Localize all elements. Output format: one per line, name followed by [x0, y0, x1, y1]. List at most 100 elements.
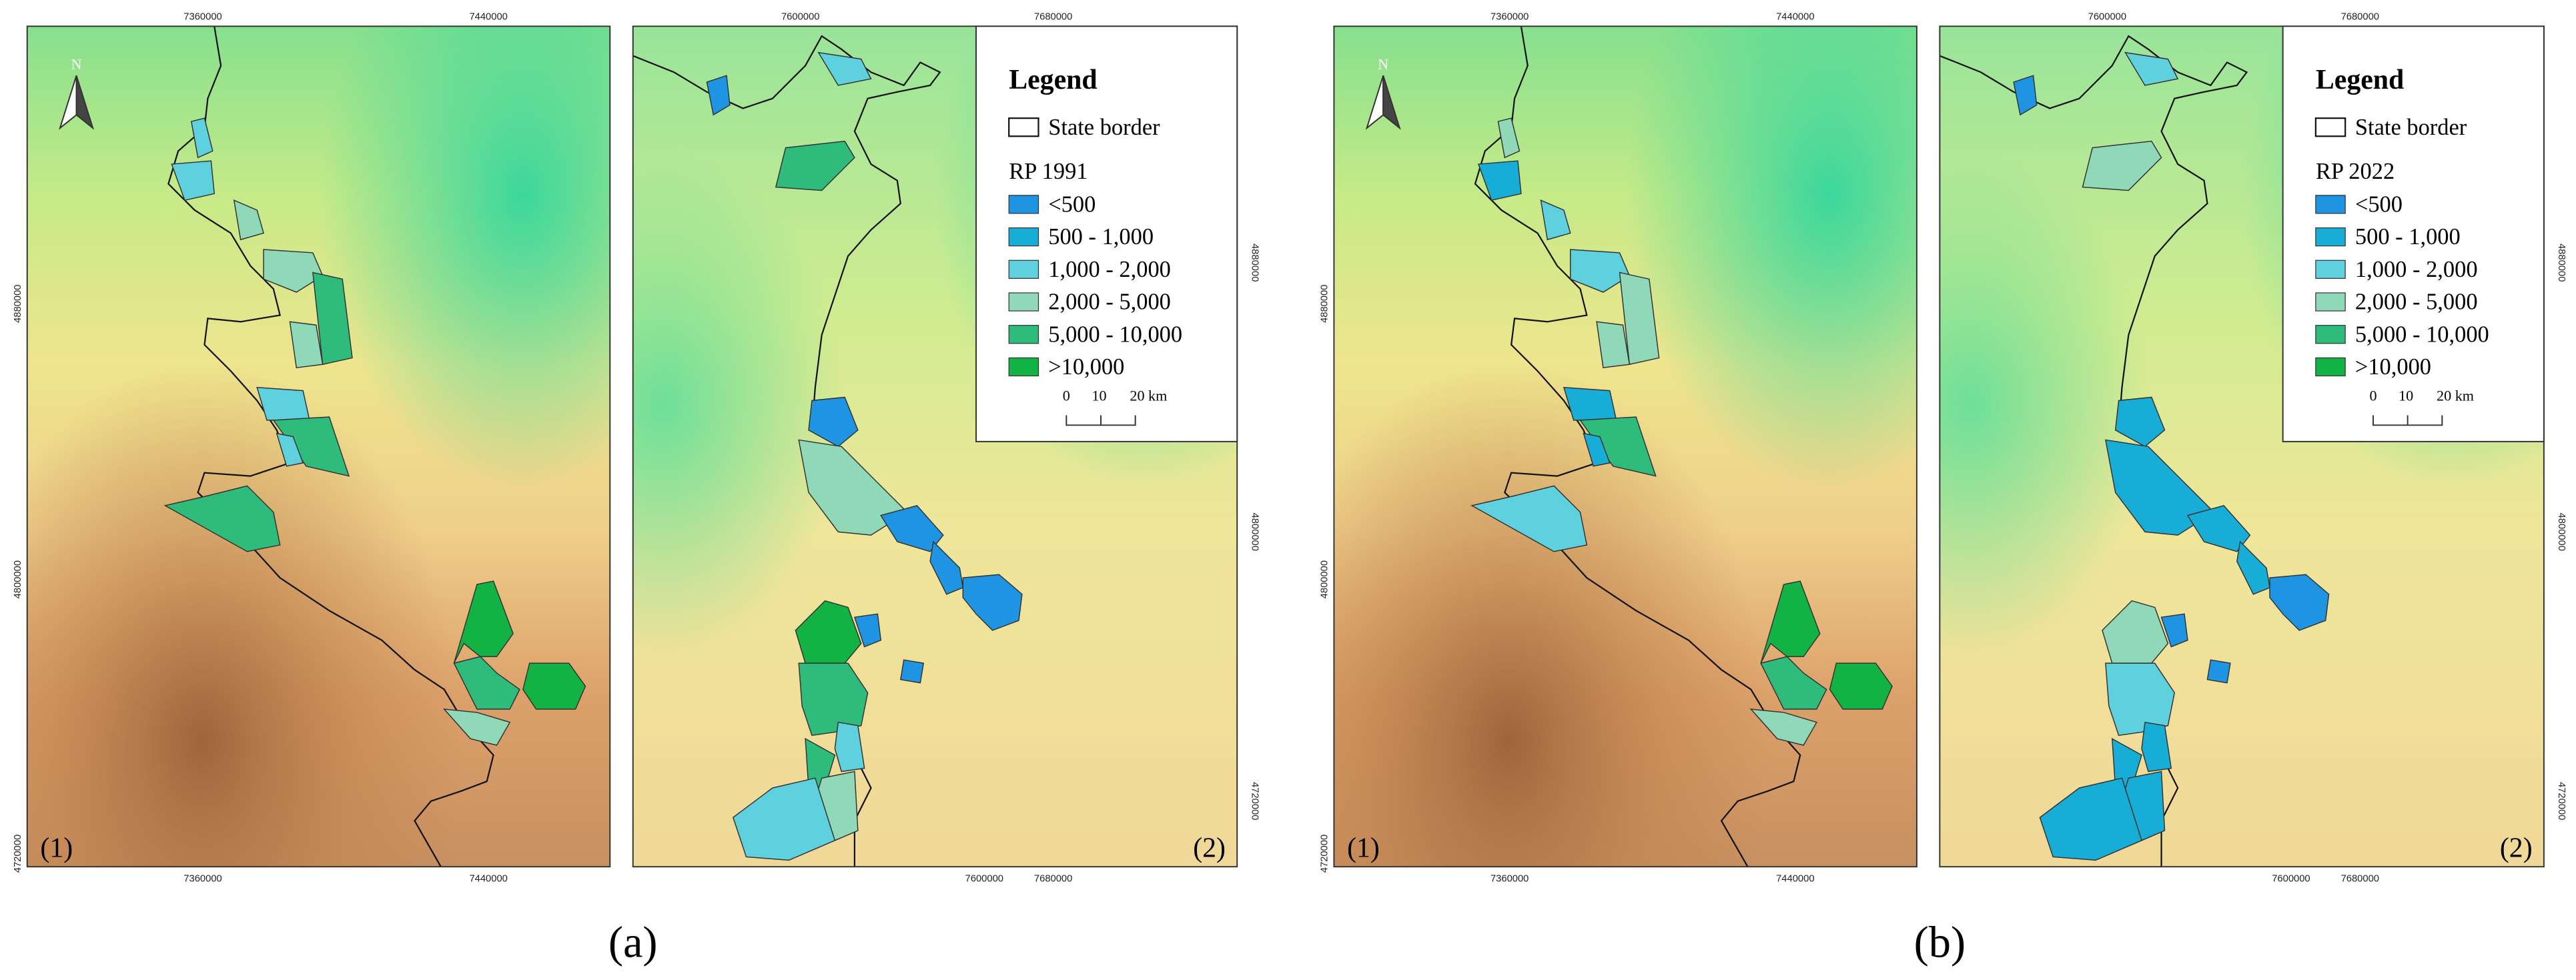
panel-frame [1333, 25, 1917, 868]
coord-label: 7440000 [469, 873, 507, 884]
legend-label: <500 [2355, 191, 2403, 217]
legend-label: 5,000 - 10,000 [1048, 322, 1182, 347]
district [2124, 51, 2179, 86]
legend-swatch [1008, 117, 1039, 137]
panel-2 [1940, 35, 2330, 867]
district [163, 485, 281, 552]
legend-swatch [2315, 195, 2346, 214]
legend-title: Legend [1009, 65, 1097, 95]
panel-label: (1) [1347, 833, 1380, 863]
legend-swatch [1008, 357, 1039, 377]
legend-swatch [1008, 260, 1039, 279]
coord-label: 4800000 [1249, 513, 1260, 551]
coord-label: 7440000 [469, 12, 507, 23]
panel-frame [632, 25, 1238, 868]
panel-label: (2) [1193, 833, 1226, 863]
legend-label: <500 [1048, 191, 1096, 217]
legend-label: >10,000 [1048, 354, 1124, 380]
legend-label: >10,000 [2355, 354, 2431, 380]
coord-label: 4720000 [2556, 782, 2567, 820]
figure-label: (a) [608, 919, 658, 967]
legend-subtitle: RP 1991 [1009, 159, 1088, 184]
panel-2 [632, 35, 1023, 867]
coord-label: 7360000 [1490, 873, 1529, 884]
legend-label: 2,000 - 5,000 [2355, 290, 2478, 315]
legend-label: State border [2355, 115, 2467, 140]
scale-label: 20 km [1130, 387, 1167, 404]
coord-label: 7600000 [965, 873, 1003, 884]
district [263, 249, 324, 293]
district [1596, 321, 1631, 369]
legend-label: 1,000 - 2,000 [1048, 257, 1171, 282]
scale-label: 20 km [2437, 387, 2474, 404]
district [453, 656, 520, 710]
district [2013, 75, 2038, 116]
district [1583, 432, 1611, 467]
state-border [632, 35, 941, 867]
district [899, 659, 925, 684]
district [1829, 662, 1893, 710]
district [929, 540, 964, 595]
coord-label: 4800000 [2556, 513, 2567, 551]
district [190, 117, 213, 159]
panel-1 [1470, 26, 1893, 867]
district [1540, 199, 1571, 241]
legend-swatch [1008, 195, 1039, 214]
north-label: N [1378, 55, 1388, 72]
panel-1 [163, 26, 586, 867]
coord-label: 7600000 [2088, 12, 2126, 23]
scale-label: 0 [1063, 387, 1070, 404]
panel-frame [1939, 25, 2545, 868]
district [853, 613, 882, 648]
district [1470, 485, 1588, 552]
coord-label: 7360000 [183, 12, 222, 23]
north-arrow [1382, 75, 1401, 130]
district [962, 574, 1023, 631]
scale-label: 10 [1092, 387, 1106, 404]
district [256, 386, 310, 421]
coord-label: 4800000 [1320, 560, 1330, 598]
map-figure: N 7360000 7440000 7600000 7680000 7360000 7440… [13, 12, 1260, 967]
scale-label: 10 [2399, 387, 2413, 404]
district [289, 321, 324, 369]
district [2236, 540, 2270, 595]
legend-label: 500 - 1,000 [1048, 224, 1154, 250]
district [171, 160, 216, 201]
figures: N 7360000 7440000 7600000 7680000 7360000 7440… [13, 12, 2567, 967]
legend-subtitle: RP 2022 [2316, 159, 2395, 184]
legend-label: 1,000 - 2,000 [2355, 257, 2478, 282]
coord-label: 7440000 [1776, 12, 1814, 23]
coord-label: 7600000 [781, 12, 819, 23]
district [1760, 580, 1821, 664]
district [276, 432, 304, 467]
legend-swatch [2315, 325, 2346, 344]
coord-label: 7360000 [183, 873, 222, 884]
district [2186, 505, 2251, 552]
legend-swatch [1008, 292, 1039, 312]
district [808, 396, 859, 448]
panel-frame [26, 25, 611, 868]
district [834, 721, 865, 773]
district [1569, 249, 1631, 293]
district [2160, 613, 2188, 648]
legend-label: State border [1048, 115, 1160, 140]
panel-label: (1) [40, 833, 73, 863]
coord-label: 7440000 [1776, 873, 1814, 884]
district [2269, 574, 2330, 631]
district [1477, 160, 1522, 201]
scale-bar [1065, 415, 1136, 426]
state-border [1474, 26, 1801, 867]
coord-label: 7600000 [2272, 873, 2310, 884]
district [2114, 396, 2166, 448]
legend-swatch [2315, 292, 2346, 312]
district [233, 199, 264, 241]
scale-label: 0 [2369, 387, 2377, 404]
district [732, 777, 836, 861]
figure-label: (b) [1914, 919, 1966, 967]
north-label: N [71, 55, 82, 72]
coord-label: 7680000 [1034, 873, 1072, 884]
legend-swatch [1008, 227, 1039, 247]
state-border [167, 26, 494, 867]
